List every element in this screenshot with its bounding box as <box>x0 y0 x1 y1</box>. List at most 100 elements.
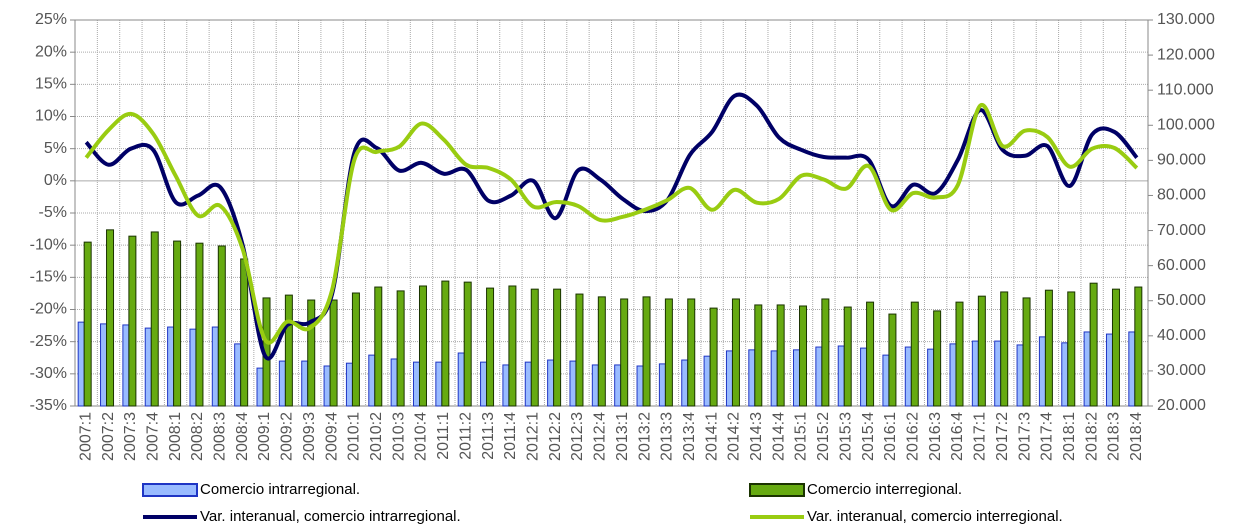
bar <box>240 258 249 407</box>
bar <box>553 288 562 407</box>
bar <box>234 343 242 407</box>
x-tick-label: 2013:2 <box>636 412 653 461</box>
bar <box>211 326 219 407</box>
x-tick-label: 2018:4 <box>1128 412 1145 461</box>
bar <box>927 348 935 407</box>
x-tick-label: 2012:4 <box>592 412 609 461</box>
bar <box>569 360 577 407</box>
bar <box>396 290 405 407</box>
y-tick-label: 25% <box>35 11 67 28</box>
legend-swatch <box>749 483 805 497</box>
x-tick-label: 2015:3 <box>837 412 854 461</box>
x-tick-label: 2009:4 <box>323 412 340 461</box>
bar <box>933 310 942 407</box>
bar <box>748 349 756 407</box>
x-tick-label: 2014:3 <box>748 412 765 461</box>
bar <box>1089 282 1098 407</box>
x-tick-label: 2010:3 <box>390 412 407 461</box>
x-tick-label: 2018:3 <box>1106 412 1123 461</box>
y2-tick-label: 30.000 <box>1157 362 1206 379</box>
x-tick-label: 2008:1 <box>167 412 184 461</box>
bar <box>1105 333 1113 407</box>
x-tick-label: 2015:1 <box>793 412 810 461</box>
bar <box>1067 291 1076 407</box>
bar <box>144 327 152 407</box>
x-tick-label: 2009:3 <box>301 412 318 461</box>
bar <box>642 296 651 407</box>
bar <box>799 305 808 407</box>
y-tick-label: -20% <box>30 301 67 318</box>
bar <box>412 361 420 407</box>
x-tick-label: 2011:4 <box>502 412 519 460</box>
bar <box>994 340 1002 407</box>
bar <box>1000 291 1009 407</box>
bar <box>910 301 919 407</box>
bar <box>815 346 823 407</box>
x-tick-label: 2010:2 <box>368 412 385 461</box>
bar <box>457 352 465 407</box>
bar <box>860 347 868 407</box>
x-tick-label: 2011:1 <box>435 412 452 460</box>
bar <box>1134 286 1143 407</box>
y-tick-label: -30% <box>30 365 67 382</box>
x-tick-label: 2014:2 <box>726 412 743 461</box>
bar <box>301 360 309 407</box>
bar <box>731 298 740 407</box>
x-tick-label: 2014:4 <box>770 412 787 461</box>
bar <box>614 364 622 407</box>
bar <box>547 359 555 407</box>
bar <box>703 355 711 407</box>
x-tick-label: 2013:1 <box>614 412 631 461</box>
x-tick-label: 2013:3 <box>659 412 676 461</box>
bar <box>435 361 443 407</box>
bar <box>173 240 182 407</box>
bar <box>167 326 175 407</box>
x-tick-label: 2011:3 <box>480 412 497 460</box>
bar <box>687 298 696 407</box>
y2-tick-label: 40.000 <box>1157 327 1206 344</box>
x-tick-label: 2010:4 <box>413 412 430 461</box>
y-tick-label: 5% <box>44 140 67 157</box>
legend-label: Var. interanual, comercio interregional. <box>807 508 1063 525</box>
bar <box>441 280 450 407</box>
x-tick-label: 2016:4 <box>949 412 966 461</box>
bar <box>776 304 785 407</box>
bar <box>1083 331 1091 407</box>
y2-tick-label: 130.000 <box>1157 11 1215 28</box>
x-tick-label: 2018:2 <box>1083 412 1100 461</box>
bar <box>323 365 331 407</box>
x-tick-label: 2012:3 <box>569 412 586 461</box>
x-tick-label: 2011:2 <box>457 412 474 460</box>
y2-tick-label: 70.000 <box>1157 222 1206 239</box>
x-tick-label: 2015:4 <box>860 412 877 461</box>
bar <box>636 365 644 407</box>
bar <box>368 354 376 407</box>
bar <box>345 362 353 407</box>
bar <box>843 306 852 407</box>
bar <box>664 298 673 407</box>
x-tick-label: 2018:1 <box>1061 412 1078 461</box>
y-tick-label: 15% <box>35 76 67 93</box>
bar <box>150 231 159 407</box>
x-tick-label: 2007:3 <box>122 412 139 461</box>
x-tick-label: 2016:2 <box>905 412 922 461</box>
x-tick-label: 2017:2 <box>994 412 1011 461</box>
x-tick-label: 2008:3 <box>212 412 229 461</box>
bar <box>77 321 85 407</box>
y2-tick-label: 100.000 <box>1157 116 1215 133</box>
bar <box>278 360 286 407</box>
bar <box>307 299 316 407</box>
x-tick-label: 2009:1 <box>256 412 273 461</box>
bar <box>189 328 197 407</box>
y2-tick-label: 110.000 <box>1157 81 1214 98</box>
x-tick-label: 2017:4 <box>1039 412 1056 461</box>
x-tick-label: 2013:4 <box>681 412 698 461</box>
bar <box>591 364 599 407</box>
x-tick-label: 2016:1 <box>882 412 899 461</box>
bar <box>1044 289 1053 407</box>
x-tick-label: 2007:2 <box>100 412 117 461</box>
bar <box>100 323 108 407</box>
y-tick-label: 10% <box>35 108 67 125</box>
y-tick-label: 0% <box>44 172 67 189</box>
